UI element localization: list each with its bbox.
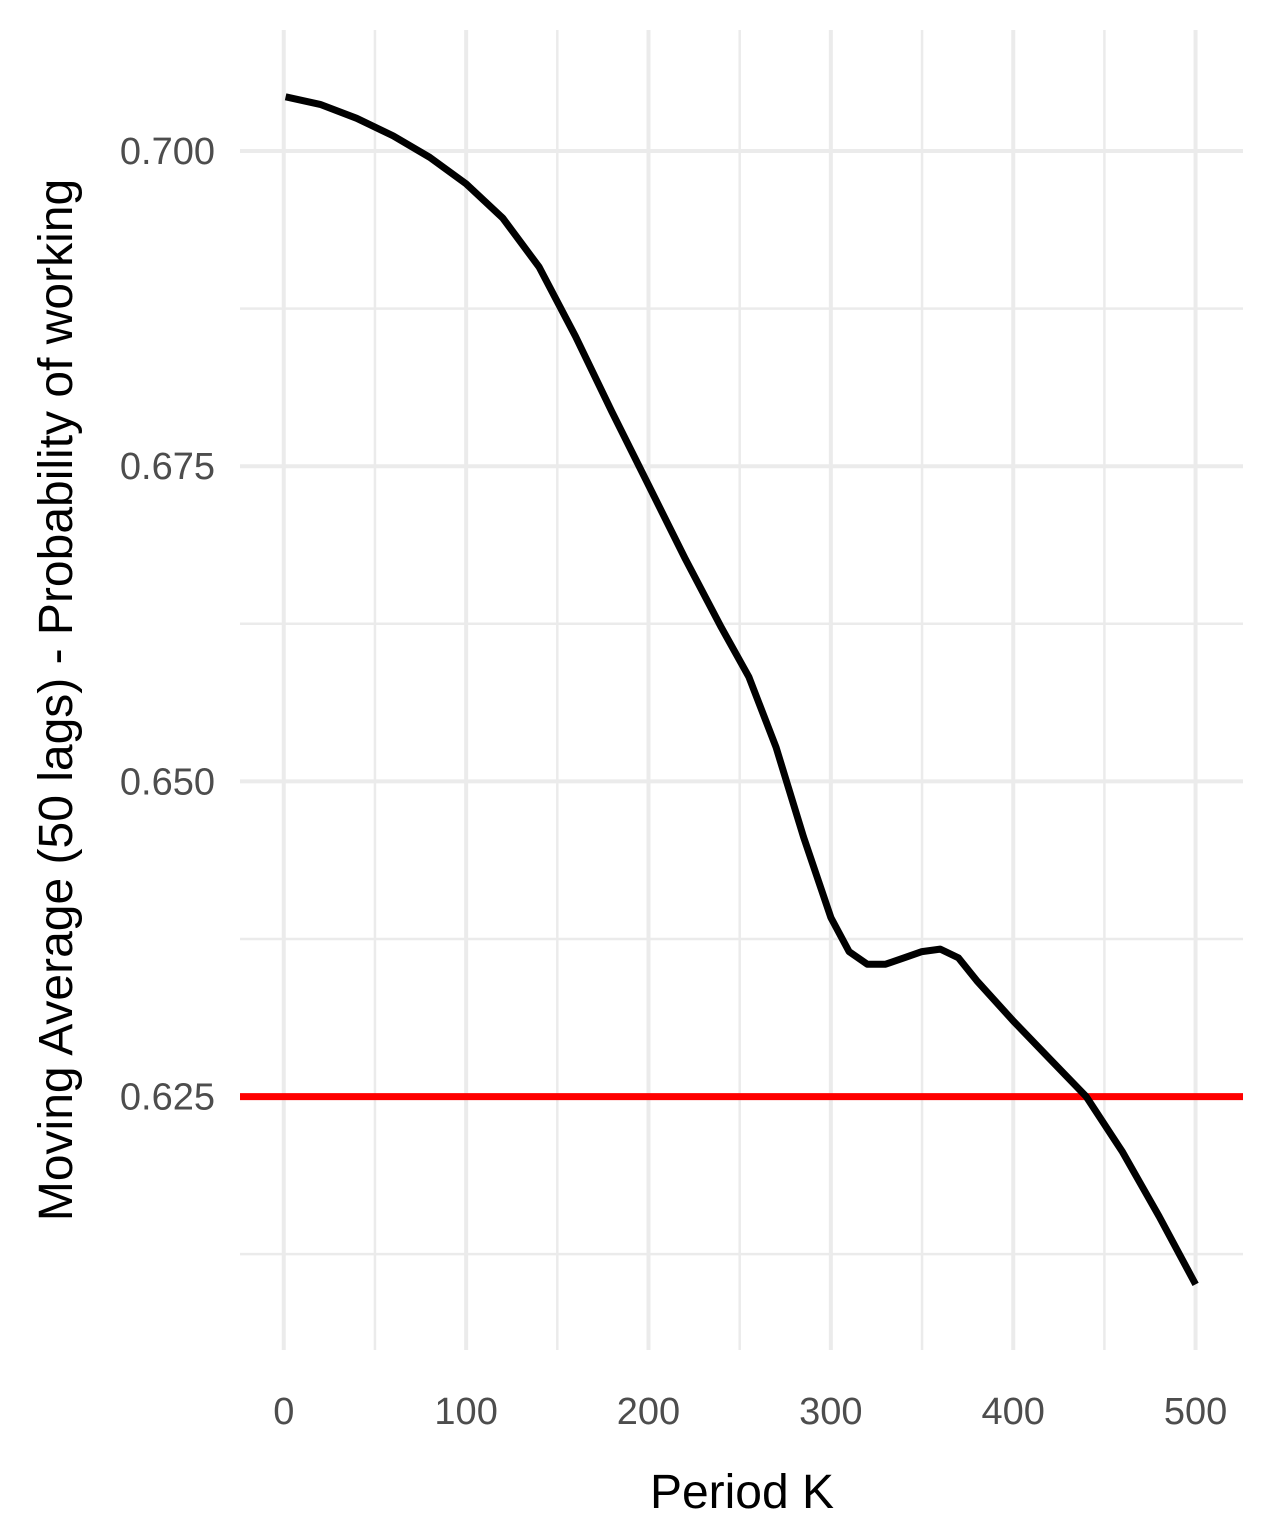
y-tick-label: 0.625 xyxy=(120,1077,215,1119)
major-gridlines xyxy=(240,30,1243,1350)
series-layer xyxy=(284,93,1199,1287)
x-axis-title: Period K xyxy=(650,1466,834,1519)
x-tick-label: 200 xyxy=(617,1391,680,1433)
y-axis-tick-labels: 0.625 0.650 0.675 0.700 xyxy=(120,131,215,1119)
y-tick-label: 0.675 xyxy=(120,446,215,488)
y-axis-title: Moving Average (50 lags) - Probability o… xyxy=(30,179,83,1221)
x-axis-tick-labels: 0 100 200 300 400 500 xyxy=(273,1391,1227,1433)
series-line xyxy=(284,93,1199,1287)
y-tick-label: 0.650 xyxy=(120,761,215,803)
minor-gridlines xyxy=(240,30,1243,1350)
x-tick-label: 100 xyxy=(434,1391,497,1433)
x-tick-label: 0 xyxy=(273,1391,294,1433)
y-tick-label: 0.700 xyxy=(120,131,215,173)
x-tick-label: 400 xyxy=(982,1391,1045,1433)
x-tick-label: 500 xyxy=(1164,1391,1227,1433)
x-tick-label: 300 xyxy=(799,1391,862,1433)
